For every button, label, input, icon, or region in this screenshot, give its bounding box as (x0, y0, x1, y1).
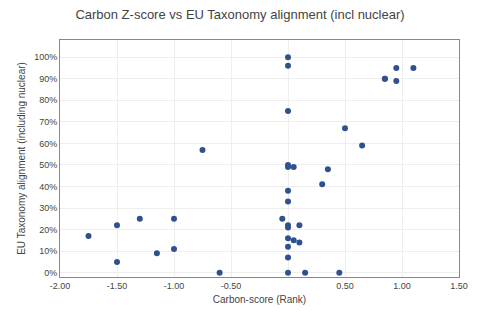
svg-text:80%: 80% (39, 95, 57, 105)
svg-text:90%: 90% (39, 74, 57, 84)
svg-text:EU Taxonomy alignment (includi: EU Taxonomy alignment (including nuclear… (16, 62, 27, 255)
svg-text:0.50: 0.50 (336, 281, 354, 291)
svg-text:0%: 0% (44, 268, 57, 278)
svg-text:1.50: 1.50 (450, 281, 468, 291)
svg-text:60%: 60% (39, 139, 57, 149)
svg-text:Carbon-score (Rank): Carbon-score (Rank) (213, 294, 306, 305)
svg-text:70%: 70% (39, 117, 57, 127)
svg-text:Carbon Z-score vs EU Taxonomy: Carbon Z-score vs EU Taxonomy alignment … (75, 7, 404, 22)
svg-text:-1.00: -1.00 (164, 281, 185, 291)
svg-text:40%: 40% (39, 182, 57, 192)
svg-text:-2.00: -2.00 (50, 281, 71, 291)
svg-text:50%: 50% (39, 160, 57, 170)
svg-text:20%: 20% (39, 225, 57, 235)
svg-text:-0.50: -0.50 (221, 281, 242, 291)
svg-text:-1.50: -1.50 (107, 281, 128, 291)
svg-text:100%: 100% (34, 52, 57, 62)
svg-text:1.00: 1.00 (393, 281, 411, 291)
svg-text:30%: 30% (39, 203, 57, 213)
svg-text:10%: 10% (39, 246, 57, 256)
